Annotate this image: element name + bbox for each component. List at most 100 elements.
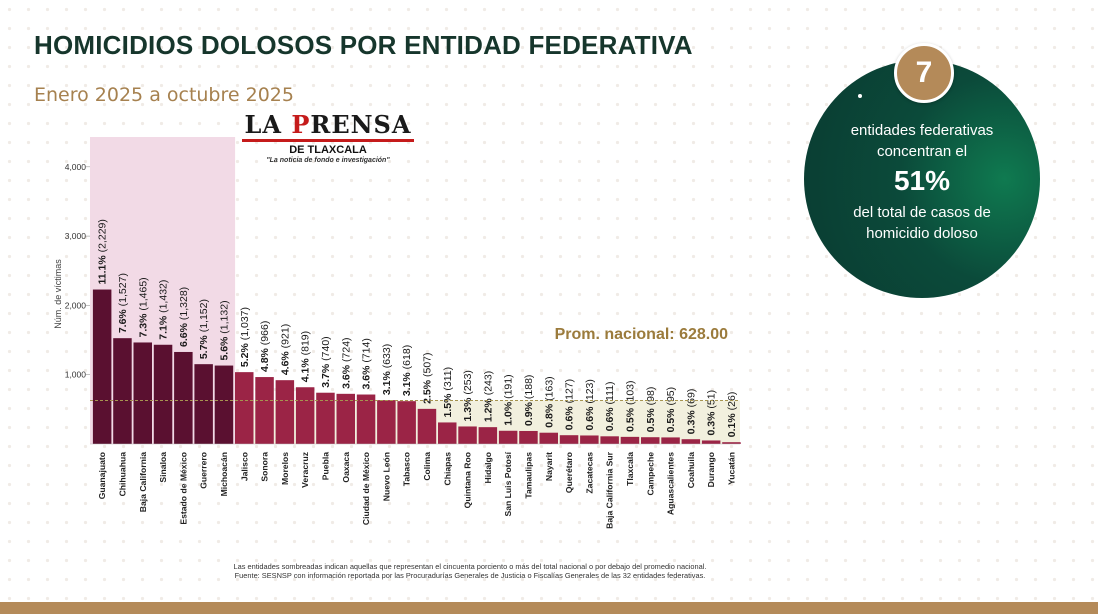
y-tick-label: 1,000 [65, 370, 87, 380]
summary-percent: 51% [893, 165, 951, 196]
category-label-26: Tlaxcala [625, 452, 635, 486]
bar-19 [478, 427, 498, 444]
category-label-12: Oaxaca [341, 452, 351, 483]
bar-label-0: 11.1% (2,229) [97, 219, 109, 284]
bar-label-14: 3.1% (633) [381, 344, 393, 395]
category-label-27: Campeche [645, 452, 655, 496]
footnote: Las entidades sombreadas indican aquella… [150, 562, 790, 580]
bar-label-22: 0.8% (163) [543, 376, 555, 427]
bar-21 [519, 430, 538, 444]
bar-17 [438, 422, 457, 444]
category-label-1: Chihuahua [117, 452, 127, 497]
category-label-4: Estado de México [178, 452, 188, 525]
bar-18 [458, 426, 477, 444]
bar-25 [600, 436, 619, 444]
bar-11 [316, 392, 335, 444]
bar-20 [498, 430, 518, 444]
footnote-line-2: Fuente: SESNSP con información reportada… [234, 571, 706, 580]
bar-label-16: 2.5% (507) [421, 352, 433, 403]
bar-6 [214, 365, 234, 444]
bar-30 [701, 440, 721, 444]
category-label-8: Sonora [260, 452, 270, 482]
category-label-3: Sinaloa [158, 452, 168, 483]
category-label-25: Baja California Sur [605, 451, 615, 529]
bar-4 [174, 351, 193, 444]
category-label-11: Puebla [320, 452, 330, 480]
category-label-30: Durango [706, 452, 716, 487]
bar-28 [661, 437, 680, 444]
average-label: Prom. nacional: 628.00 [555, 326, 729, 343]
bar-label-12: 3.6% (724) [340, 337, 352, 388]
y-tick-label: 4,000 [65, 162, 87, 172]
bar-label-10: 4.1% (819) [300, 331, 312, 382]
bar-label-19: 1.2% (243) [482, 371, 494, 422]
category-label-20: San Luis Potosí [503, 451, 513, 516]
bar-label-8: 4.8% (966) [259, 321, 271, 372]
category-label-21: Tamaulipas [523, 452, 533, 499]
bar-label-4: 6.6% (1,328) [178, 287, 190, 347]
page-title: HOMICIDIOS DOLOSOS POR ENTIDAD FEDERATIV… [34, 30, 693, 60]
bar-label-29: 0.3% (69) [685, 389, 697, 435]
page-subtitle: Enero 2025 a octubre 2025 [34, 84, 294, 106]
bar-label-18: 1.3% (253) [462, 370, 474, 421]
category-label-18: Quintana Roo [463, 452, 473, 508]
bar-label-31: 0.1% (26) [726, 392, 738, 438]
category-label-9: Morelos [280, 452, 290, 485]
bar-16 [417, 408, 437, 444]
bar-0 [92, 289, 112, 444]
bar-8 [255, 377, 274, 444]
category-label-5: Guerrero [199, 452, 209, 489]
category-label-19: Hidalgo [483, 452, 493, 484]
category-label-24: Zacatecas [584, 452, 594, 494]
bar-label-30: 0.3% (51) [706, 390, 718, 436]
bar-13 [356, 394, 376, 444]
category-label-31: Yucatán [726, 452, 736, 485]
bar-2 [133, 342, 152, 444]
bar-31 [722, 442, 741, 444]
bar-label-21: 0.9% (188) [523, 375, 535, 426]
logo-tagline: "La noticia de fondo e investigación" [266, 157, 390, 164]
y-tick-label: 2,000 [65, 300, 87, 310]
summary-text-bottom: del total de casos de homicidio doloso [853, 204, 991, 242]
footnote-line-1: Las entidades sombreadas indican aquella… [233, 562, 707, 571]
bar-label-2: 7.3% (1,465) [137, 277, 149, 337]
bar-label-23: 0.6% (127) [564, 379, 576, 430]
bar-3 [153, 344, 173, 444]
count-badge: 7 [894, 43, 954, 103]
logo-wordmark: LA PRENSA [244, 110, 412, 139]
category-label-17: Chiapas [442, 452, 452, 486]
category-label-13: Ciudad de México [361, 452, 371, 525]
logo-subtitle: DE TLAXCALA [289, 144, 367, 156]
bar-label-26: 0.5% (103) [624, 380, 636, 431]
summary-text-top: entidades federativas concentran el [850, 122, 994, 160]
bar-label-7: 5.2% (1,037) [239, 307, 251, 367]
category-label-22: Nayarit [544, 452, 554, 481]
bar-label-9: 4.6% (921) [279, 324, 291, 375]
bar-29 [681, 439, 701, 444]
decorative-dot [858, 94, 862, 98]
bar-27 [641, 437, 660, 444]
bar-label-1: 7.6% (1,527) [117, 273, 129, 333]
category-label-23: Querétaro [564, 452, 574, 493]
bar-label-20: 1.0% (191) [503, 374, 515, 425]
bar-label-15: 3.1% (618) [401, 345, 413, 396]
bar-5 [194, 364, 213, 444]
logo-rule [242, 139, 414, 142]
bar-26 [620, 436, 640, 444]
bar-10 [295, 387, 315, 444]
la-prensa-logo: LA PRENSA DE TLAXCALA "La noticia de fon… [238, 112, 418, 172]
bar-label-13: 3.6% (714) [361, 338, 373, 389]
bar-23 [559, 435, 579, 444]
summary-circle: entidades federativas concentran el 51% … [804, 60, 1040, 298]
bar-label-6: 5.6% (1,132) [218, 300, 230, 360]
bar-label-3: 7.1% (1,432) [158, 280, 170, 340]
bar-label-17: 1.5% (311) [442, 367, 454, 418]
bar-9 [275, 380, 295, 444]
bar-label-5: 5.7% (1,152) [198, 299, 210, 359]
category-label-16: Colima [422, 452, 432, 481]
bar-label-24: 0.6% (123) [584, 379, 596, 430]
bar-22 [539, 432, 558, 444]
bar-24 [580, 435, 599, 444]
category-label-2: Baja California [138, 452, 148, 512]
bar-15 [397, 401, 416, 444]
